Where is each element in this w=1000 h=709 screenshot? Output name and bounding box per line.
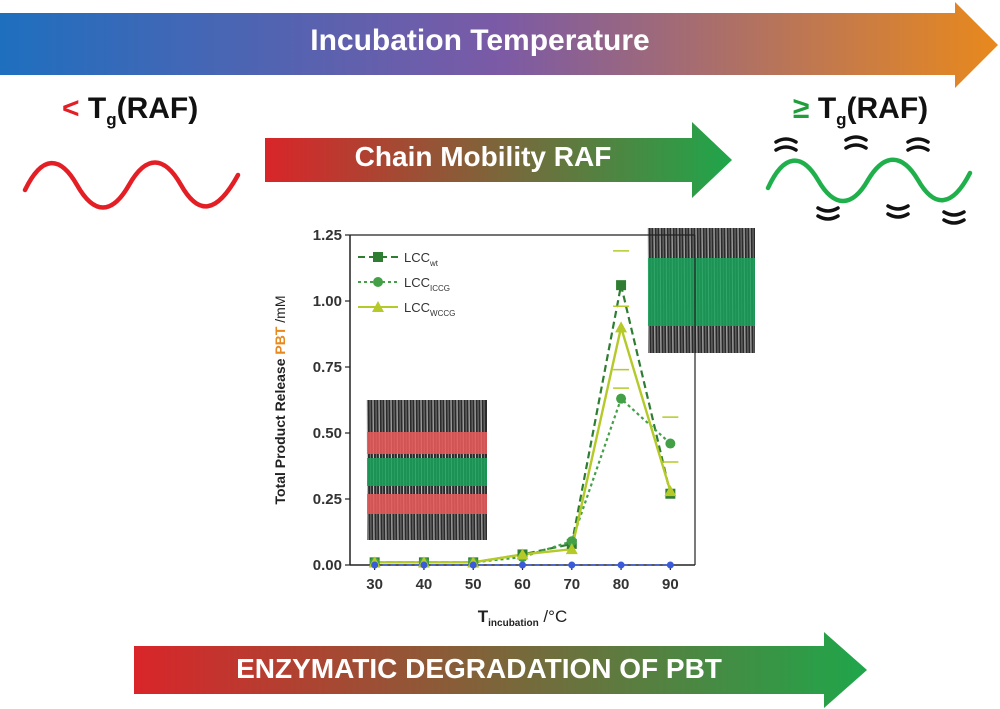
lamella-band (367, 458, 487, 486)
lamella-band (648, 258, 755, 326)
x-axis-label: Tincubation /°C (478, 607, 567, 629)
data-point-triangle (372, 301, 384, 312)
x-tick-label: 70 (563, 576, 580, 593)
x-tick-label: 30 (366, 576, 383, 593)
greater-equal-symbol: ≥ (793, 92, 810, 125)
data-point-circle (371, 561, 379, 569)
data-point-triangle (565, 543, 578, 555)
legend-label-sub: ICCG (430, 284, 450, 293)
data-point-circle (568, 561, 576, 569)
data-point-circle (469, 561, 477, 569)
bottom-arrow-label: ENZYMATIC DEGRADATION OF PBT (236, 653, 722, 684)
x-axis-label-main: T (478, 607, 489, 626)
left-label-rest: (RAF) (116, 92, 199, 125)
less-than-symbol: < (62, 92, 80, 125)
y-axis-label-post: /mM (272, 295, 288, 326)
legend-label-main: LCC (404, 275, 430, 290)
legend-label-sub: wt (429, 259, 439, 268)
x-tick-label: 40 (416, 576, 433, 593)
legend-label: LCCICCG (404, 275, 450, 293)
mid-arrow-label: Chain Mobility RAF (354, 141, 612, 172)
x-tick-label: 80 (613, 576, 630, 593)
data-point-square (373, 252, 383, 262)
x-tick-label: 60 (514, 576, 531, 593)
data-point-circle (617, 561, 625, 569)
legend-label-main: LCC (404, 250, 430, 265)
top-arrow-label: Incubation Temperature (310, 24, 650, 57)
lamella-band (367, 494, 487, 514)
data-point-circle (666, 561, 674, 569)
y-tick-label: 0.50 (313, 425, 342, 442)
y-axis-label-highlight: PBT (272, 326, 288, 354)
legend-label-sub: WCCG (430, 309, 455, 318)
series-markers (368, 250, 679, 569)
lamellae-below-tg-icon (366, 399, 487, 541)
y-axis-label-pre: Total Product Release (272, 355, 288, 505)
right-label: ≥ Tg(RAF) (793, 92, 928, 130)
data-point-circle (566, 536, 577, 547)
data-point-circle (373, 277, 383, 287)
left-label-main: T (87, 92, 107, 125)
right-label-sub: g (836, 110, 847, 129)
bottom-arrow (134, 632, 867, 708)
y-tick-label: 1.25 (313, 227, 342, 244)
data-point-circle (519, 561, 526, 569)
data-point-square (616, 280, 627, 291)
y-tick-label: 0.25 (313, 491, 342, 508)
lamellae-above-tg-icon (647, 227, 755, 354)
data-point-triangle (516, 548, 529, 560)
left-label-sub: g (106, 110, 117, 129)
legend-label: LCCWCCG (404, 300, 455, 318)
y-tick-label: 1.00 (313, 293, 342, 310)
tick-labels: 30 40 50 60 70 80 90 0.00 0.25 0.50 0.75 1.00 1.25 (313, 227, 679, 593)
left-label: < Tg(RAF) (62, 92, 198, 130)
top-arrow (0, 2, 998, 88)
mobile-chain-wave-icon (765, 135, 973, 225)
data-point-circle (420, 561, 428, 569)
x-tick-label: 90 (662, 576, 679, 593)
data-point-circle (616, 393, 627, 404)
data-point-triangle (615, 321, 628, 333)
y-axis-label: Total Product Release PBT /mM (272, 295, 288, 504)
red-chain-wave-icon (22, 160, 241, 210)
x-tick-label: 50 (465, 576, 482, 593)
y-tick-label: 0.75 (313, 359, 342, 376)
x-axis-label-unit: /°C (539, 607, 568, 626)
y-tick-label: 0.00 (313, 557, 342, 574)
data-point-circle (665, 438, 676, 449)
x-axis-label-sub: incubation (488, 618, 539, 629)
mid-arrow (265, 122, 732, 198)
lamella-band (367, 432, 487, 454)
right-label-rest: (RAF) (846, 92, 929, 125)
legend-label-main: LCC (404, 300, 430, 315)
legend-label: LCCwt (404, 250, 439, 268)
right-label-main: T (817, 92, 837, 125)
data-point-triangle (664, 485, 677, 497)
